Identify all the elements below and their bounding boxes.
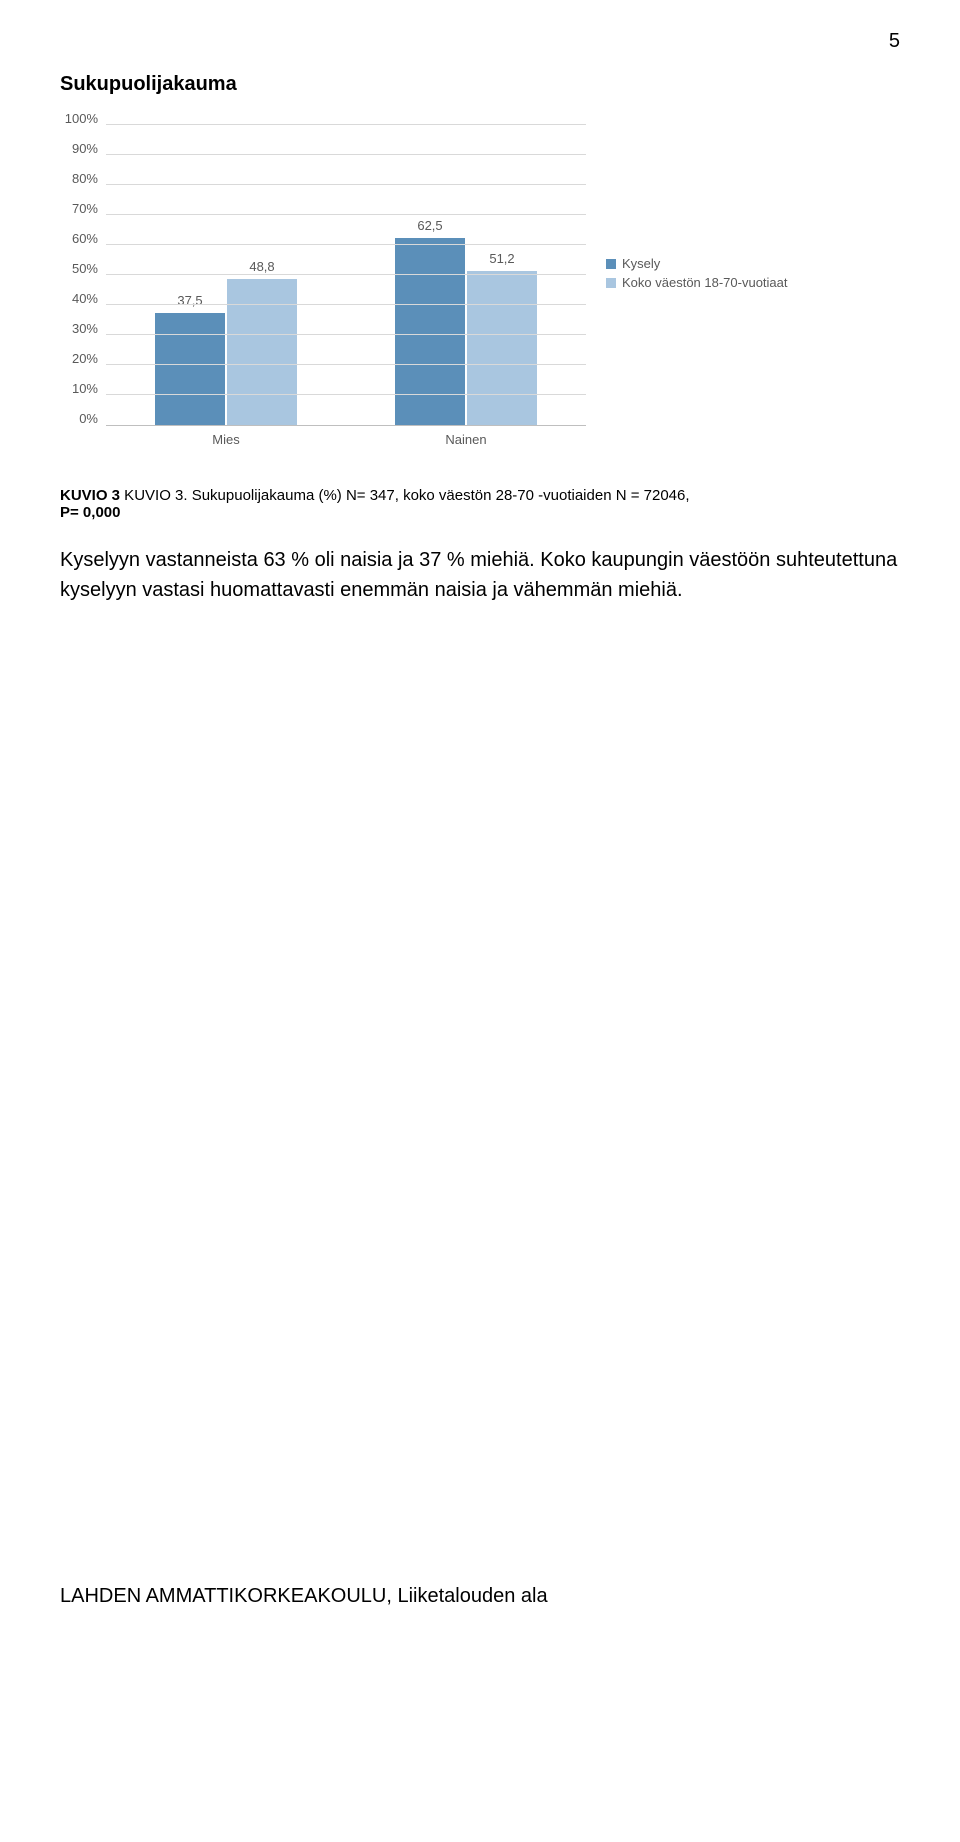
caption-line-2: P= 0,000 <box>60 504 900 521</box>
gridline <box>106 184 586 185</box>
gridline <box>106 214 586 215</box>
bar-value-label: 51,2 <box>467 251 537 266</box>
legend-swatch <box>606 259 616 269</box>
x-axis: MiesNainen <box>106 432 586 447</box>
bar-group: 37,548,8 <box>106 279 346 425</box>
bar-rect <box>395 238 465 426</box>
bar-value-label: 62,5 <box>395 218 465 233</box>
gridline <box>106 394 586 395</box>
plot-wrap: 37,548,862,551,2 MiesNainen <box>106 126 586 447</box>
x-label: Mies <box>106 432 346 447</box>
bar-rect <box>227 279 297 425</box>
gender-chart: 100%90%80%70%60%50%40%30%20%10%0% 37,548… <box>60 126 900 447</box>
gridline <box>106 364 586 365</box>
legend: Kysely Koko väestön 18-70-vuotiaat <box>606 256 788 294</box>
bar-groups: 37,548,862,551,2 <box>106 126 586 425</box>
gridline <box>106 154 586 155</box>
x-label: Nainen <box>346 432 586 447</box>
y-axis: 100%90%80%70%60%50%40%30%20%10%0% <box>60 126 98 426</box>
legend-item: Kysely <box>606 256 788 271</box>
gridline <box>106 244 586 245</box>
bar-value-label: 37,5 <box>155 293 225 308</box>
bar-rect <box>467 271 537 425</box>
gridline <box>106 124 586 125</box>
bar-group: 62,551,2 <box>346 238 586 426</box>
bar-value-label: 48,8 <box>227 259 297 274</box>
chart-caption: KUVIO 3 KUVIO 3. Sukupuolijakauma (%) N=… <box>60 487 900 521</box>
bar: 51,2 <box>467 271 537 425</box>
gridline <box>106 334 586 335</box>
section-title: Sukupuolijakauma <box>60 73 900 96</box>
gridline <box>106 274 586 275</box>
gridline <box>106 304 586 305</box>
plot: 37,548,862,551,2 <box>106 126 586 426</box>
legend-item: Koko väestön 18-70-vuotiaat <box>606 275 788 290</box>
legend-label: Kysely <box>622 256 660 271</box>
caption-rest: KUVIO 3. Sukupuolijakauma (%) N= 347, ko… <box>120 487 690 504</box>
bar: 37,5 <box>155 313 225 426</box>
bar: 62,5 <box>395 238 465 426</box>
bar: 48,8 <box>227 279 297 425</box>
page-number: 5 <box>60 30 900 53</box>
caption-line-1: KUVIO 3 KUVIO 3. Sukupuolijakauma (%) N=… <box>60 487 900 504</box>
bar-rect <box>155 313 225 426</box>
legend-swatch <box>606 278 616 288</box>
footer: LAHDEN AMMATTIKORKEAKOULU, Liiketalouden… <box>60 1585 900 1608</box>
body-paragraph: Kyselyyn vastanneista 63 % oli naisia ja… <box>60 545 900 605</box>
caption-prefix: KUVIO 3 <box>60 487 120 504</box>
legend-label: Koko väestön 18-70-vuotiaat <box>622 275 788 290</box>
